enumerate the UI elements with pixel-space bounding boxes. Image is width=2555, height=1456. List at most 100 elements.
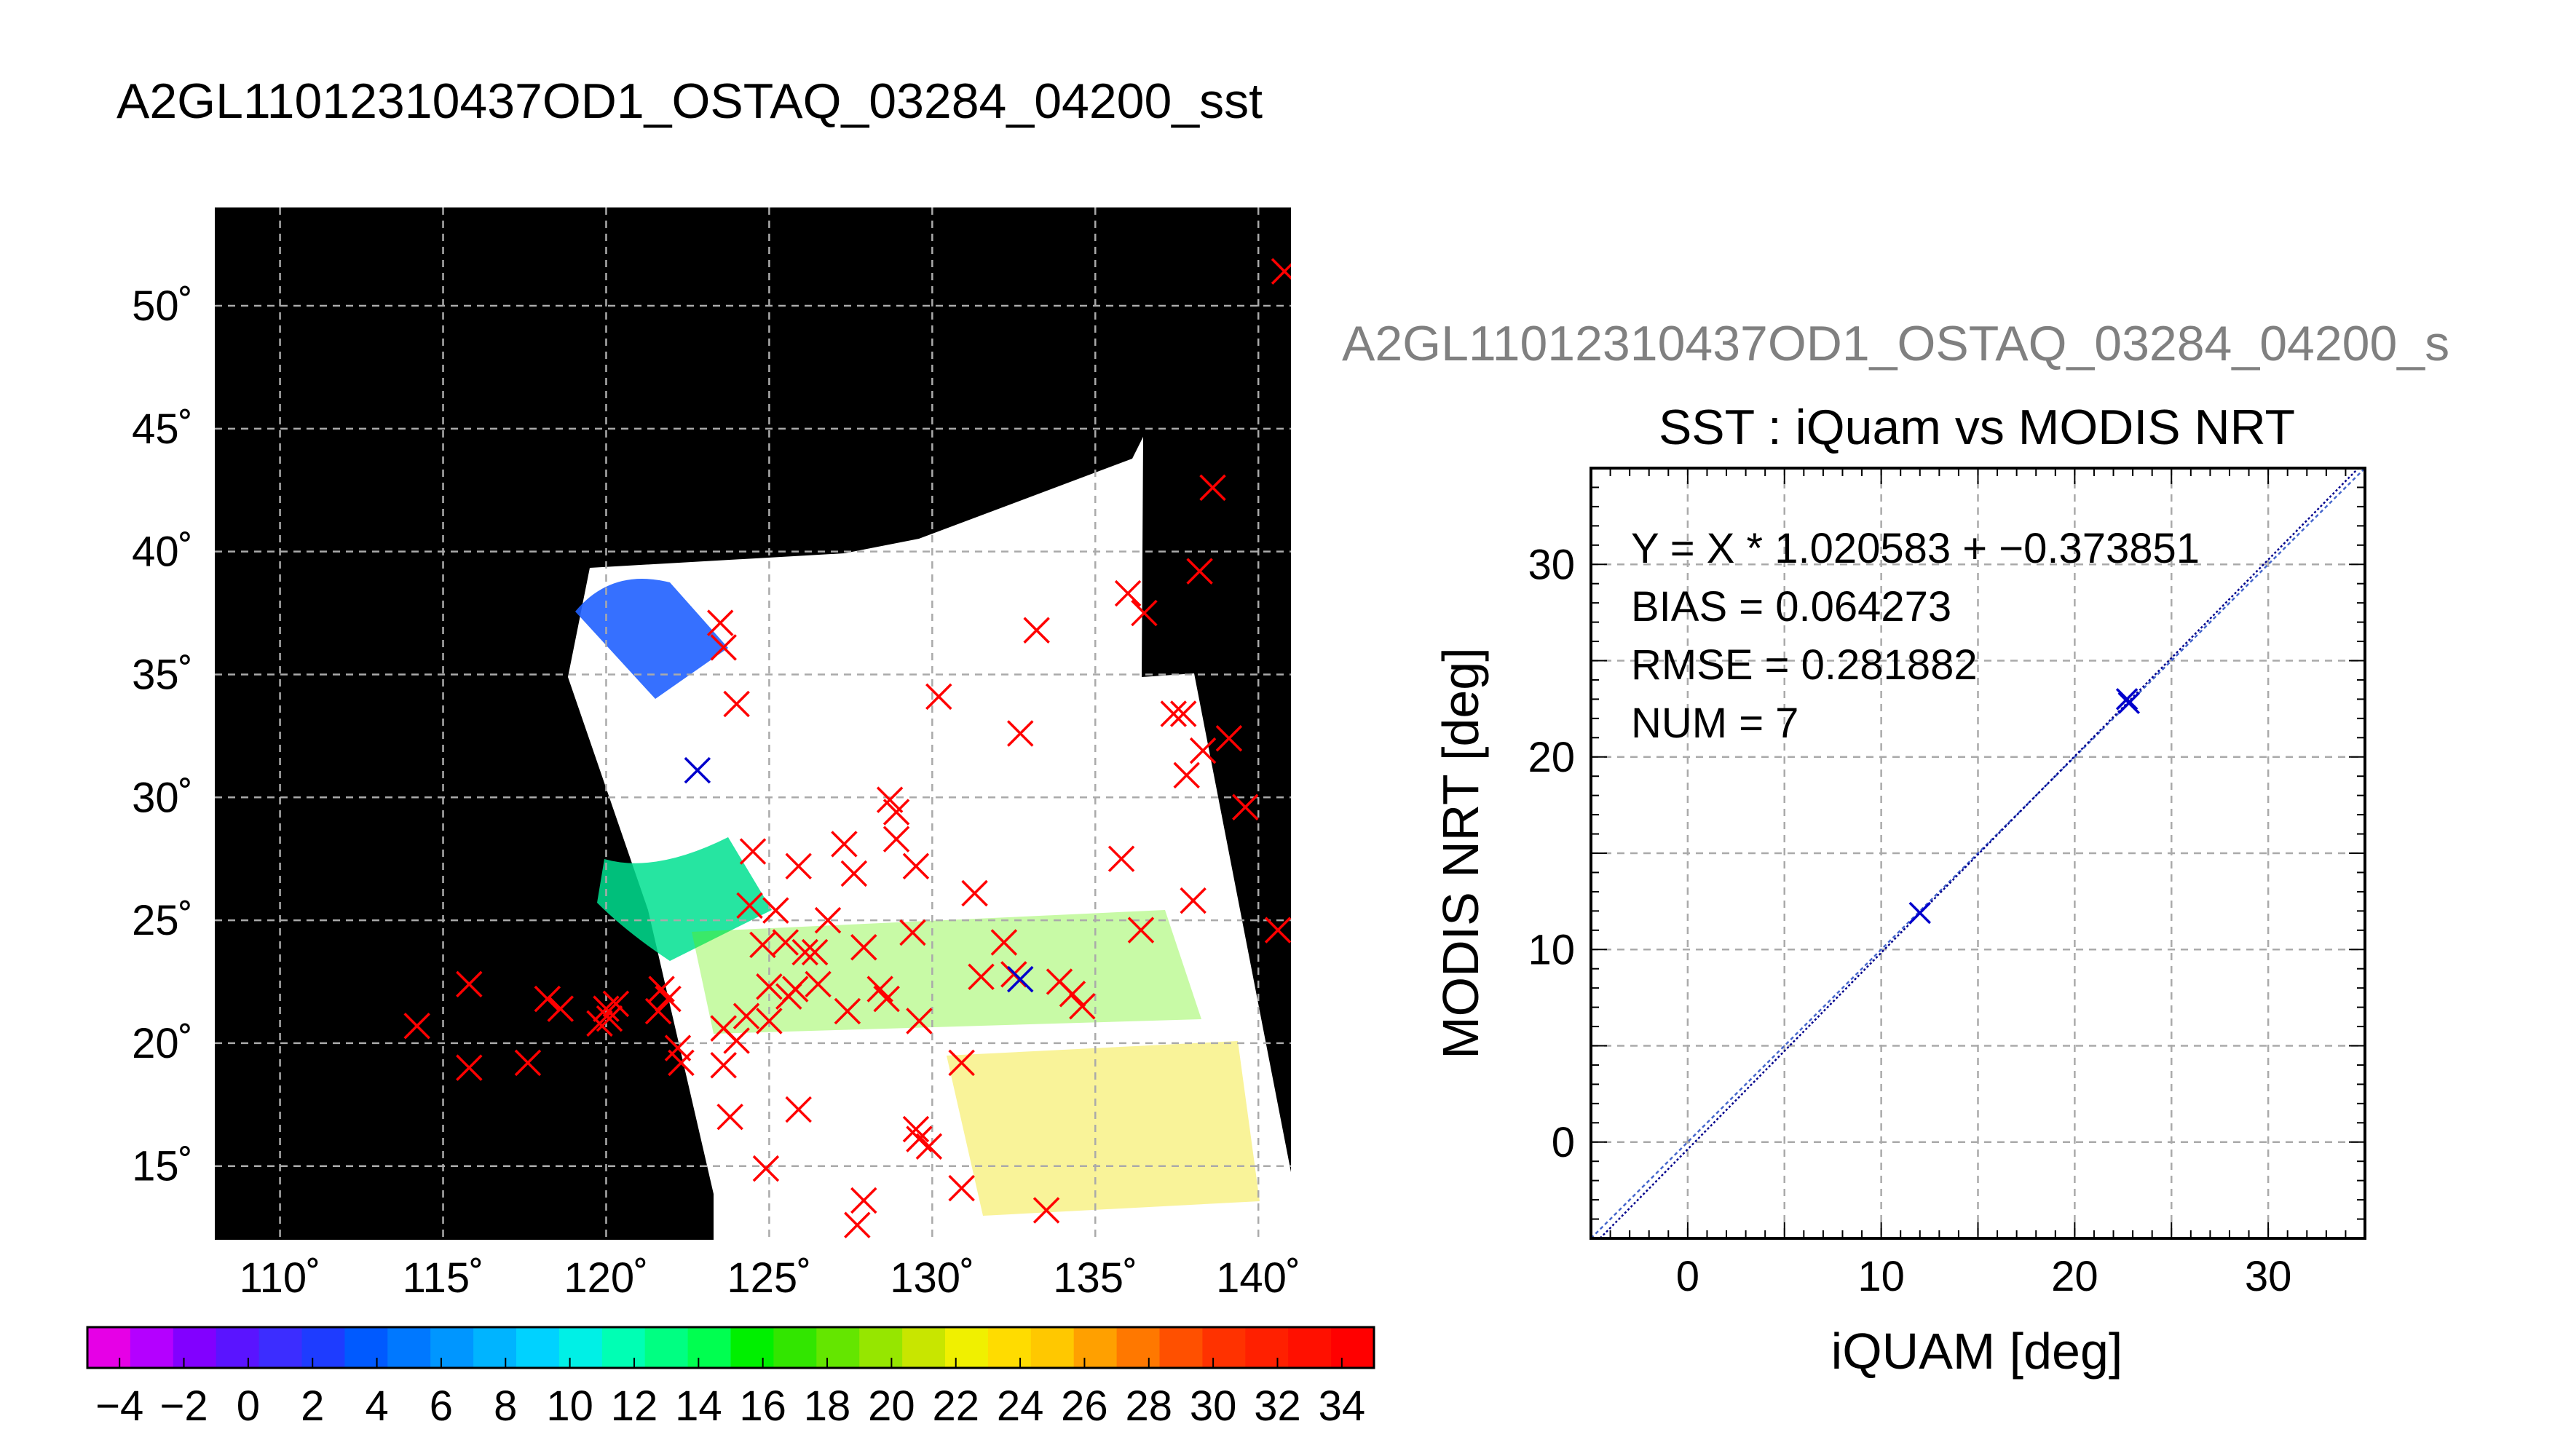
map-marker-red — [844, 1211, 871, 1238]
map-marker-red — [915, 1133, 943, 1160]
map-marker-red-stroke-b — [655, 985, 682, 1013]
map-marker-red-stroke-b — [801, 938, 829, 966]
map-marker-red-stroke-b — [710, 1052, 737, 1079]
map-marker-red — [586, 1010, 613, 1037]
map-x-tick-labels: 110˚ 115˚ 120˚ 125˚ 130˚ 135˚ 140˚ — [240, 1254, 1301, 1302]
map-marker-red-stroke-b — [840, 860, 868, 887]
map-marker-red-stroke-b — [906, 1008, 933, 1034]
scatter-y-tick-label: 20 — [1528, 734, 1575, 781]
map-marker-red-stroke-b — [1264, 917, 1291, 943]
map-marker-red — [990, 929, 1018, 956]
map-marker-red-stroke-b — [1215, 725, 1243, 752]
scatter-marker-stroke-b — [2115, 688, 2139, 711]
map-marker-red — [1114, 579, 1142, 607]
map-marker-blue — [1007, 965, 1034, 993]
map-marker-red-stroke-b — [1189, 737, 1217, 764]
scatter-y-tick-label: 0 — [1552, 1119, 1575, 1166]
map-marker-red-stroke-b — [710, 634, 737, 661]
map-marker-red — [723, 690, 750, 718]
scatter-marker — [2117, 692, 2141, 714]
colorbar-swatch — [1030, 1327, 1075, 1368]
map-marker-red-stroke-b — [723, 690, 750, 718]
colorbar-swatch — [1159, 1327, 1203, 1368]
map-marker-red-stroke-b — [791, 938, 818, 966]
map-marker-red-stroke-b — [1199, 474, 1226, 502]
map-marker-red-stroke-b — [1107, 845, 1135, 872]
sst-cold-band — [575, 579, 728, 699]
map-marker-red-stroke-b — [723, 1027, 750, 1054]
map-marker-red-stroke-b — [961, 879, 988, 907]
figure-title: A2GL11012310437OD1_OSTAQ_03284_04200_sst — [117, 74, 1263, 129]
colorbar-tick-label: −2 — [159, 1382, 208, 1430]
colorbar-swatch — [902, 1327, 946, 1368]
map-marker-red — [710, 1052, 737, 1079]
scatter-y-tick-label: 30 — [1528, 541, 1575, 588]
scatter-annotation: RMSE = 0.281882 — [1631, 641, 1978, 689]
map-marker-red-stroke-b — [850, 1187, 877, 1214]
scatter-annotation: Y = X * 1.020583 + −0.373851 — [1631, 525, 2200, 572]
colorbar-swatch — [258, 1327, 303, 1368]
map-marker-red — [785, 1096, 812, 1123]
colorbar-swatch — [430, 1327, 474, 1368]
map-marker-red — [644, 997, 672, 1025]
map-marker-red-stroke-b — [1186, 558, 1213, 585]
map-marker-blue — [684, 756, 711, 784]
map-marker-red — [1186, 558, 1213, 585]
map-y-tick-label: 15˚ — [132, 1143, 193, 1190]
map-marker-red — [1127, 917, 1155, 943]
map-marker-red-stroke-b — [844, 1211, 871, 1238]
map-marker-red — [899, 919, 926, 946]
map-marker-red-stroke-b — [902, 852, 930, 880]
map-marker-red-stroke-b — [1232, 794, 1259, 821]
map-y-tick-label: 30˚ — [132, 774, 193, 821]
map-marker-red — [1169, 700, 1197, 727]
map-marker-red-stroke-b — [716, 1103, 743, 1131]
map-marker-red-stroke-b — [785, 852, 812, 880]
map-marker-red-stroke-b — [1059, 981, 1086, 1008]
map-marker-red-stroke-b — [706, 609, 734, 636]
map-marker-red-stroke-b — [1160, 700, 1188, 727]
map-marker-red — [1232, 794, 1259, 821]
map-marker-red — [762, 897, 789, 924]
colorbar-tick-label: 22 — [932, 1382, 979, 1430]
colorbar-swatch — [816, 1327, 860, 1368]
map-marker-red-stroke-b — [805, 970, 832, 998]
map-x-tick-label: 130˚ — [890, 1254, 974, 1302]
map-marker-red-stroke-b — [732, 1002, 760, 1030]
map-marker-blue-stroke-b — [1007, 965, 1034, 993]
scatter-marker-stroke-b — [2117, 692, 2141, 714]
colorbar-swatch — [1202, 1327, 1246, 1368]
map-marker-red — [668, 1049, 695, 1077]
map-marker-red-stroke-b — [403, 1013, 430, 1040]
map-marker-red — [723, 1027, 750, 1054]
map-marker-red-stroke-b — [456, 1054, 483, 1081]
map-marker-red-stroke-b — [1169, 700, 1197, 727]
map-y-tick-label: 20˚ — [132, 1020, 193, 1067]
map-marker-red-stroke-b — [831, 831, 858, 858]
colorbar-swatch — [1288, 1327, 1332, 1368]
map-marker-red — [801, 938, 829, 966]
map-x-tick-label: 115˚ — [403, 1254, 484, 1302]
sst-warm-band — [692, 910, 1201, 1034]
sst-south-band — [947, 1041, 1260, 1216]
map-marker-red — [1264, 917, 1291, 943]
colorbar-swatch — [216, 1327, 260, 1368]
scatter-regression-line — [1598, 468, 2360, 1238]
map-marker-red-stroke-b — [456, 970, 483, 998]
map-marker-red-stroke-b — [902, 1115, 930, 1143]
scatter-y-axis-label: MODIS NRT [deg] — [1432, 647, 1489, 1059]
map-y-tick-label: 40˚ — [132, 529, 193, 576]
map-marker-red — [961, 879, 988, 907]
map-marker-red-stroke-b — [899, 919, 926, 946]
map-marker-red — [882, 826, 910, 852]
map-marker-red — [902, 1115, 930, 1143]
colorbar-tick-label: 16 — [739, 1382, 786, 1430]
map-marker-red-stroke-b — [514, 1049, 542, 1077]
map-marker-red-stroke-b — [756, 973, 783, 1000]
colorbar-swatch — [773, 1327, 817, 1368]
map-marker-red — [1032, 1197, 1060, 1224]
map-marker-red — [514, 1049, 542, 1077]
map-marker-red — [1173, 761, 1200, 789]
map-marker-red-stroke-b — [534, 985, 561, 1013]
colorbar-swatch — [644, 1327, 689, 1368]
